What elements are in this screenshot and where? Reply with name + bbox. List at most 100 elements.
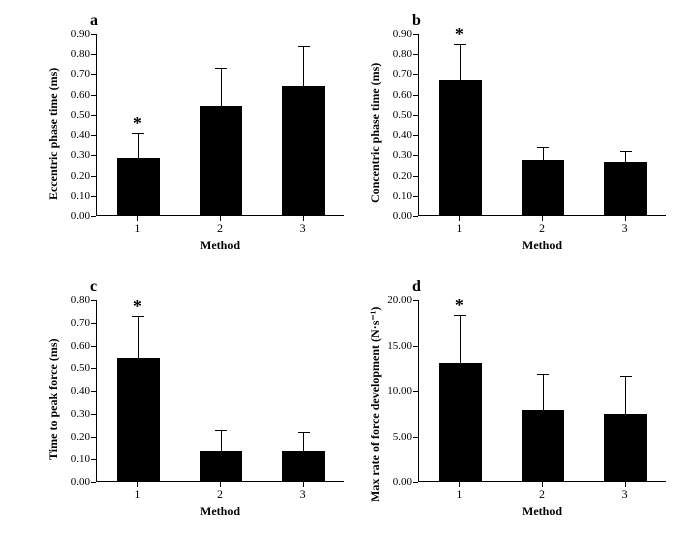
- xtick-label: 1: [127, 488, 147, 500]
- xtick-label: 2: [210, 222, 230, 234]
- xtick-label: 3: [293, 488, 313, 500]
- error-cap: [537, 147, 549, 148]
- ytick-line: [413, 196, 418, 197]
- ytick-label: 0.00: [54, 477, 90, 488]
- error-bar: [221, 68, 222, 106]
- significance-marker: *: [451, 295, 467, 316]
- ytick-line: [91, 368, 96, 369]
- ytick-label: 20.00: [376, 295, 412, 306]
- ytick-line: [413, 115, 418, 116]
- ytick-line: [413, 176, 418, 177]
- error-bar: [460, 44, 461, 80]
- error-cap: [620, 151, 632, 152]
- bar: [604, 414, 647, 481]
- bar: [439, 80, 482, 215]
- ytick-line: [413, 155, 418, 156]
- ytick-label: 0.00: [376, 211, 412, 222]
- error-cap: [215, 68, 227, 69]
- x-axis-label-d: Method: [418, 504, 666, 519]
- xtick-label: 3: [615, 488, 635, 500]
- panel-b: b0.000.100.200.300.400.500.600.700.800.9…: [358, 10, 684, 260]
- bar: [522, 160, 565, 215]
- panel-a: a0.000.100.200.300.400.500.600.700.800.9…: [18, 10, 344, 260]
- xtick-label: 2: [532, 488, 552, 500]
- ytick-label: 0.80: [376, 49, 412, 60]
- ytick-line: [91, 155, 96, 156]
- xtick-label: 2: [532, 222, 552, 234]
- significance-marker: *: [129, 296, 145, 317]
- xtick-label: 3: [293, 222, 313, 234]
- ytick-line: [413, 300, 418, 301]
- ytick-line: [413, 482, 418, 483]
- ytick-line: [91, 135, 96, 136]
- x-axis-label-a: Method: [96, 238, 344, 253]
- y-axis-label-c: Time to peak force (ms): [46, 338, 61, 460]
- plot-area-c: [96, 300, 344, 482]
- ytick-label: 0.90: [376, 29, 412, 40]
- error-bar: [543, 147, 544, 161]
- ytick-line: [91, 176, 96, 177]
- error-bar: [543, 374, 544, 411]
- panel-label-c: c: [90, 278, 97, 296]
- xtick-label: 1: [449, 488, 469, 500]
- significance-marker: *: [129, 113, 145, 134]
- error-bar: [138, 133, 139, 159]
- ytick-line: [91, 74, 96, 75]
- significance-marker: *: [451, 24, 467, 45]
- bar: [604, 162, 647, 215]
- figure-root: a0.000.100.200.300.400.500.600.700.800.9…: [0, 0, 685, 537]
- error-cap: [298, 46, 310, 47]
- error-cap: [537, 374, 549, 375]
- error-bar: [303, 432, 304, 452]
- ytick-line: [91, 482, 96, 483]
- ytick-line: [91, 414, 96, 415]
- ytick-line: [413, 216, 418, 217]
- bar: [200, 451, 243, 481]
- y-axis-label-b: Concentric phase time (ms): [368, 63, 383, 203]
- xtick-label: 3: [615, 222, 635, 234]
- xtick-label: 2: [210, 488, 230, 500]
- ytick-line: [91, 300, 96, 301]
- ytick-line: [91, 323, 96, 324]
- error-bar: [625, 376, 626, 414]
- x-axis-label-c: Method: [96, 504, 344, 519]
- ytick-line: [91, 115, 96, 116]
- ytick-line: [91, 391, 96, 392]
- ytick-label: 0.00: [54, 211, 90, 222]
- ytick-line: [413, 346, 418, 347]
- bar: [439, 363, 482, 481]
- panel-c: c0.000.100.200.300.400.500.600.700.80Tim…: [18, 276, 344, 526]
- error-bar: [625, 151, 626, 163]
- y-axis-label-d: Max rate of force development (N·s⁻¹): [368, 307, 383, 502]
- bar: [282, 86, 325, 215]
- panel-label-b: b: [412, 12, 421, 30]
- ytick-line: [413, 437, 418, 438]
- error-bar: [138, 316, 139, 359]
- ytick-line: [91, 216, 96, 217]
- xtick-label: 1: [127, 222, 147, 234]
- ytick-line: [413, 34, 418, 35]
- panel-d: d0.005.0010.0015.0020.00Max rate of forc…: [358, 276, 684, 526]
- ytick-line: [91, 34, 96, 35]
- plot-area-d: [418, 300, 666, 482]
- panel-label-d: d: [412, 278, 421, 296]
- ytick-line: [91, 459, 96, 460]
- ytick-line: [413, 74, 418, 75]
- ytick-line: [413, 95, 418, 96]
- bar: [522, 410, 565, 481]
- bar: [200, 106, 243, 215]
- error-bar: [221, 430, 222, 453]
- error-bar: [303, 46, 304, 86]
- error-cap: [620, 376, 632, 377]
- bar: [282, 451, 325, 481]
- error-cap: [215, 430, 227, 431]
- bar: [117, 358, 160, 481]
- panel-label-a: a: [90, 12, 98, 30]
- ytick-label: 0.80: [54, 49, 90, 60]
- ytick-line: [413, 135, 418, 136]
- y-axis-label-a: Eccentric phase time (ms): [46, 68, 61, 200]
- ytick-line: [91, 346, 96, 347]
- plot-area-b: [418, 34, 666, 216]
- error-bar: [460, 315, 461, 364]
- ytick-line: [91, 54, 96, 55]
